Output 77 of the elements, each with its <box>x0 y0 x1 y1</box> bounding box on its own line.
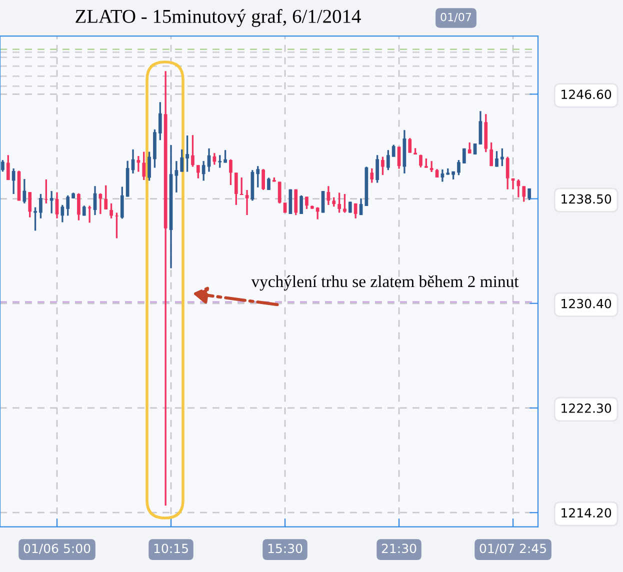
candlestick <box>12 168 16 195</box>
candlestick <box>120 186 124 220</box>
candlestick <box>457 159 460 176</box>
candlestick <box>506 156 510 190</box>
candlestick <box>386 149 390 171</box>
candlestick <box>419 154 422 168</box>
candlestick <box>77 192 80 222</box>
candlestick <box>34 206 37 232</box>
candlestick <box>142 150 146 181</box>
candlestick <box>186 134 189 173</box>
candlestick <box>343 193 346 214</box>
candlestick <box>240 176 244 196</box>
candlestick <box>174 160 178 194</box>
candlestick <box>115 212 118 240</box>
candlestick <box>180 148 184 173</box>
candlestick <box>468 142 472 154</box>
candlestick <box>305 196 308 210</box>
candlestick <box>229 158 232 186</box>
candlestick <box>88 204 92 224</box>
candlestick <box>55 191 59 220</box>
chart-title: ZLATO - 15minutový graf, 6/1/2014 <box>76 9 361 27</box>
candlestick <box>1 159 4 172</box>
candlestick <box>218 154 222 169</box>
candlestick <box>39 193 42 220</box>
candlestick <box>392 144 396 158</box>
candlestick <box>50 190 54 214</box>
candlestick <box>294 188 298 216</box>
candlestick <box>500 148 504 167</box>
candlestick <box>430 160 434 173</box>
x-tick-label: 15:30 <box>268 544 302 554</box>
candlestick <box>408 137 412 154</box>
candlestick <box>202 160 206 182</box>
candlestick <box>332 196 336 208</box>
candlestick <box>516 178 520 198</box>
candlestick <box>490 142 493 167</box>
candlestick <box>522 185 526 203</box>
candlestick <box>495 150 498 168</box>
y-tick-label: 1246.60 <box>562 90 612 100</box>
y-tick-label: 1214.20 <box>562 508 612 518</box>
candlestick <box>60 204 64 224</box>
candlestick <box>316 206 320 220</box>
candlestick <box>256 165 260 188</box>
candlestick <box>370 168 374 184</box>
candlestick <box>22 178 26 204</box>
candlestick <box>397 146 401 170</box>
candlestick <box>234 172 238 206</box>
candlestick <box>267 176 270 191</box>
candlestick <box>245 189 249 216</box>
x-tick-label: 01/07 2:45 <box>480 544 546 554</box>
text: 01/07 <box>440 12 472 22</box>
candlestick <box>338 192 341 214</box>
x-tick-label: 01/06 5:00 <box>24 544 90 554</box>
candlestick <box>376 154 379 184</box>
candlestick <box>196 164 200 180</box>
y-tick-label: 1230.40 <box>562 298 612 308</box>
candlestick <box>278 180 282 204</box>
candlestick <box>104 184 108 210</box>
candlestick <box>381 156 384 176</box>
candlestick <box>224 149 227 164</box>
candlestick <box>28 191 32 218</box>
candlestick <box>321 190 325 214</box>
candlestick <box>191 134 194 168</box>
candlestick <box>424 158 428 169</box>
annotation: vychýlení trhu se zlatem během 2 minut <box>251 275 519 291</box>
candlestick <box>6 154 10 181</box>
y-tick-label: 1222.30 <box>562 403 612 413</box>
candlestick <box>148 150 151 182</box>
candlestick <box>478 110 482 146</box>
candlestick <box>110 202 113 220</box>
candlestick <box>158 101 162 141</box>
x-tick-label: 10:15 <box>154 544 188 554</box>
candlestick <box>354 202 358 220</box>
x-tick-label: 21:30 <box>382 544 416 554</box>
y-tick-label: 1238.50 <box>562 194 612 204</box>
candlestick <box>66 194 70 217</box>
candlestick <box>300 194 303 215</box>
candlestick <box>262 168 265 191</box>
